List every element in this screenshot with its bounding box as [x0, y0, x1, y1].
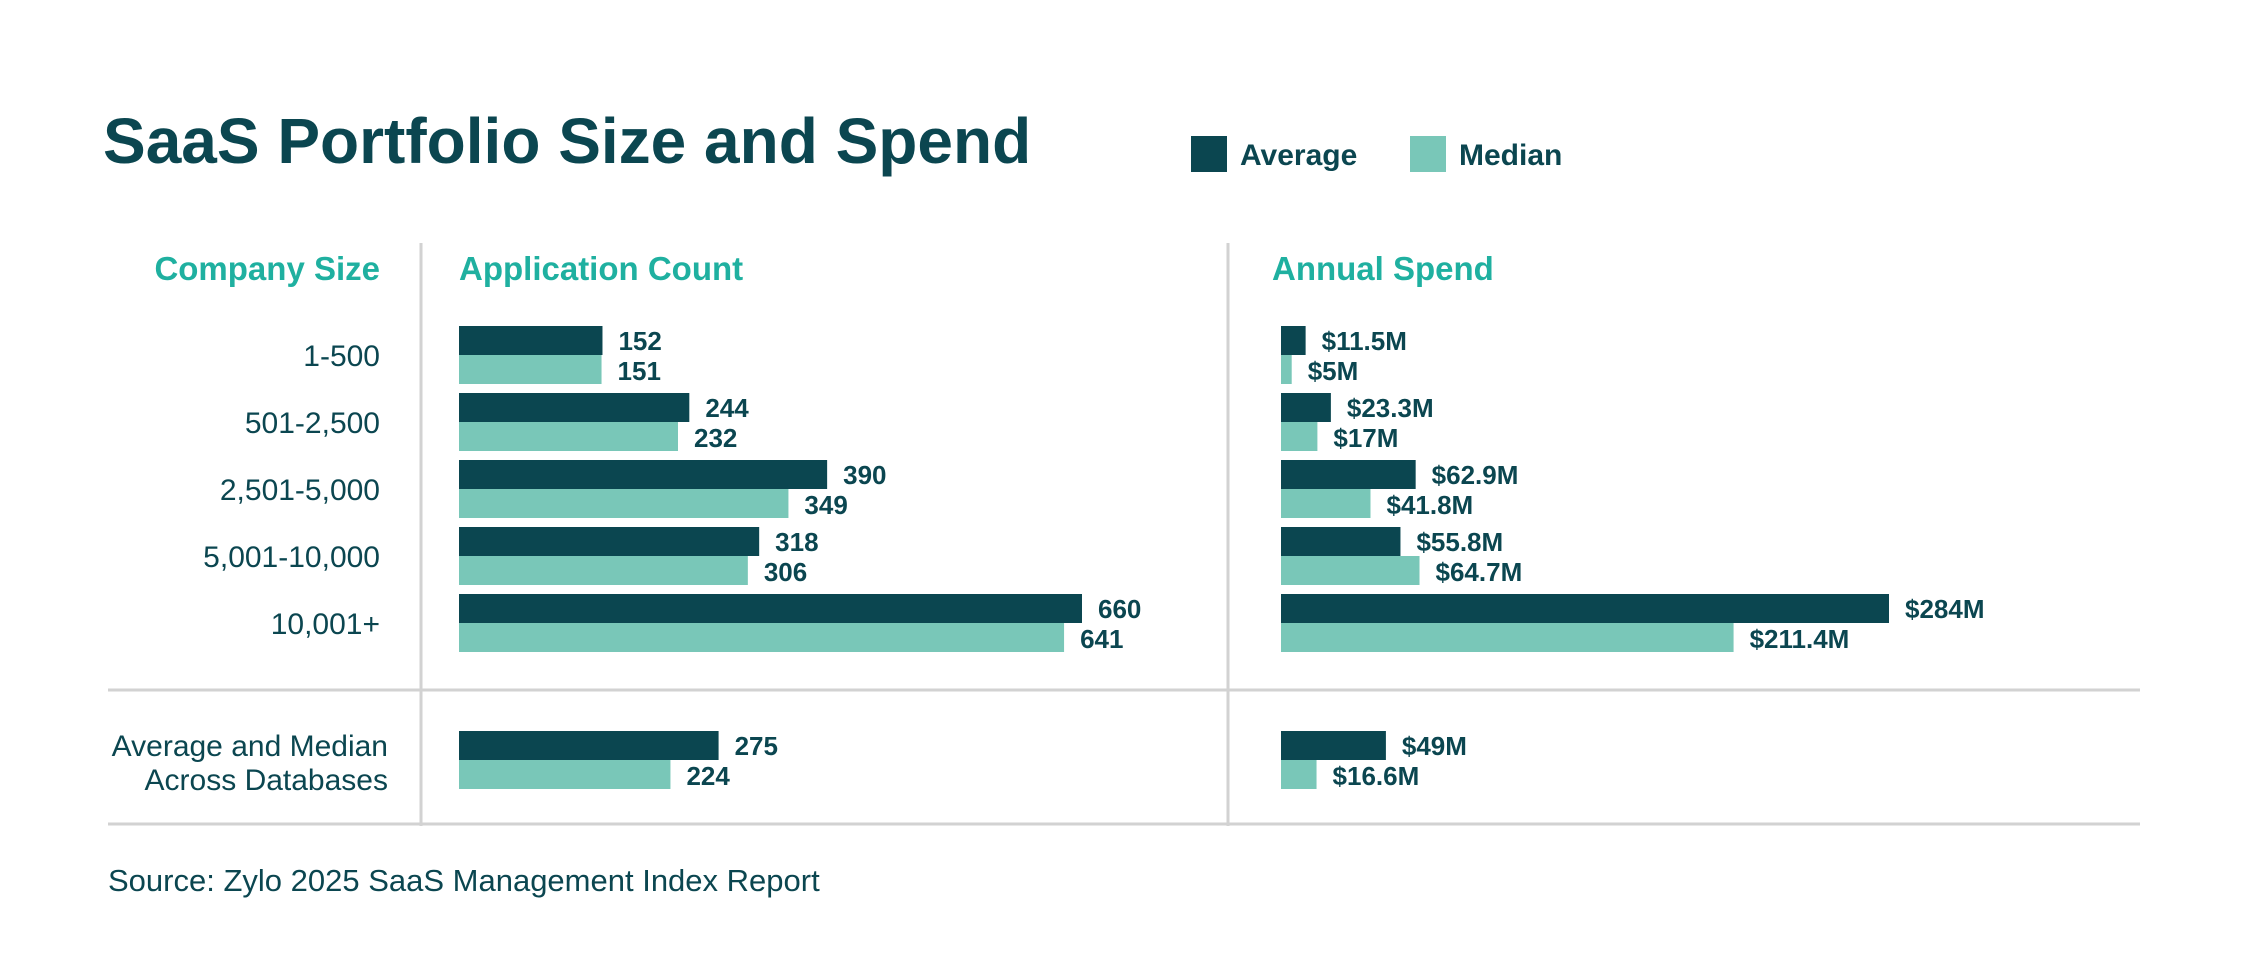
spend-bar-median	[1281, 760, 1317, 789]
chart-title: SaaS Portfolio Size and Spend	[103, 105, 1031, 177]
app-bar-average	[459, 731, 719, 760]
spend-bar-average	[1281, 527, 1401, 556]
app-bar-average	[459, 594, 1082, 623]
app-bar-average	[459, 527, 760, 556]
spend-value-label-median: $5M	[1308, 356, 1359, 386]
app-value-label-average: 390	[843, 460, 886, 490]
app-bar-median	[459, 422, 678, 451]
category-label: 2,501-5,000	[220, 474, 380, 507]
spend-value-label-average: $62.9M	[1432, 460, 1519, 490]
app-bar-median	[459, 623, 1065, 652]
spend-bar-median	[1281, 623, 1734, 652]
app-value-label-median: 306	[764, 557, 807, 587]
header-annual-spend: Annual Spend	[1272, 250, 1494, 287]
category-labels: 1-500 501-2,500 2,501-5,000 5,001-10,000 10,…	[112, 340, 388, 797]
app-value-label-median: 232	[694, 423, 737, 453]
spend-value-label-median: $17M	[1333, 423, 1398, 453]
app-bar-median	[459, 556, 748, 585]
app-value-label-median: 349	[804, 490, 847, 520]
header-application-count: Application Count	[459, 250, 743, 287]
spend-value-label-median: $211.4M	[1750, 624, 1850, 654]
app-bar-median	[459, 489, 789, 518]
header-company-size: Company Size	[154, 250, 380, 287]
app-value-label-average: 152	[618, 326, 661, 356]
spend-bar-average	[1281, 731, 1386, 760]
spend-value-label-median: $41.8M	[1386, 490, 1473, 520]
spend-bar-average	[1281, 393, 1331, 422]
category-label-summary: Average and Median Across Databases	[112, 730, 388, 797]
spend-bar-median	[1281, 556, 1420, 585]
app-bar-average	[459, 460, 828, 489]
grid-rules	[108, 243, 2140, 826]
annual-spend-bars: $11.5M $23.3M $62.9M $55.8M $284M $49M $5M $17M…	[1281, 326, 1985, 791]
legend: Average Median	[1191, 136, 1562, 172]
app-value-label-median: 151	[618, 356, 661, 386]
category-label: 1-500	[303, 340, 380, 373]
app-value-label-median: 641	[1080, 624, 1123, 654]
legend-swatch-median	[1410, 136, 1446, 172]
category-label: 501-2,500	[245, 407, 380, 440]
category-label: 10,001+	[271, 608, 380, 641]
legend-label-median: Median	[1459, 139, 1562, 172]
app-bar-median	[459, 760, 671, 789]
app-bar-average	[459, 326, 603, 355]
category-label: 5,001-10,000	[203, 541, 380, 574]
source-note: Source: Zylo 2025 SaaS Management Index …	[108, 863, 820, 898]
app-value-label-average: 244	[705, 393, 749, 423]
spend-value-label-average: $49M	[1402, 731, 1467, 761]
spend-value-label-average: $284M	[1905, 594, 1985, 624]
spend-bar-average	[1281, 460, 1416, 489]
app-bar-median	[459, 355, 602, 384]
legend-swatch-average	[1191, 136, 1227, 172]
application-count-bars: 152 244 390 318 660 275 151 232 349 306 641 224	[459, 326, 1141, 791]
spend-value-label-median: $16.6M	[1333, 761, 1420, 791]
spend-bar-average	[1281, 594, 1889, 623]
app-value-label-median: 224	[686, 761, 730, 791]
app-value-label-average: 275	[735, 731, 778, 761]
spend-bar-average	[1281, 326, 1306, 355]
app-value-label-average: 318	[775, 527, 818, 557]
spend-value-label-average: $11.5M	[1322, 326, 1407, 356]
spend-value-label-average: $55.8M	[1416, 527, 1503, 557]
app-value-label-average: 660	[1098, 594, 1141, 624]
app-bar-average	[459, 393, 690, 422]
spend-value-label-average: $23.3M	[1347, 393, 1434, 423]
spend-bar-median	[1281, 489, 1371, 518]
spend-bar-median	[1281, 422, 1318, 451]
legend-label-average: Average	[1240, 139, 1357, 172]
spend-value-label-median: $64.7M	[1436, 557, 1523, 587]
spend-bar-median	[1281, 355, 1292, 384]
